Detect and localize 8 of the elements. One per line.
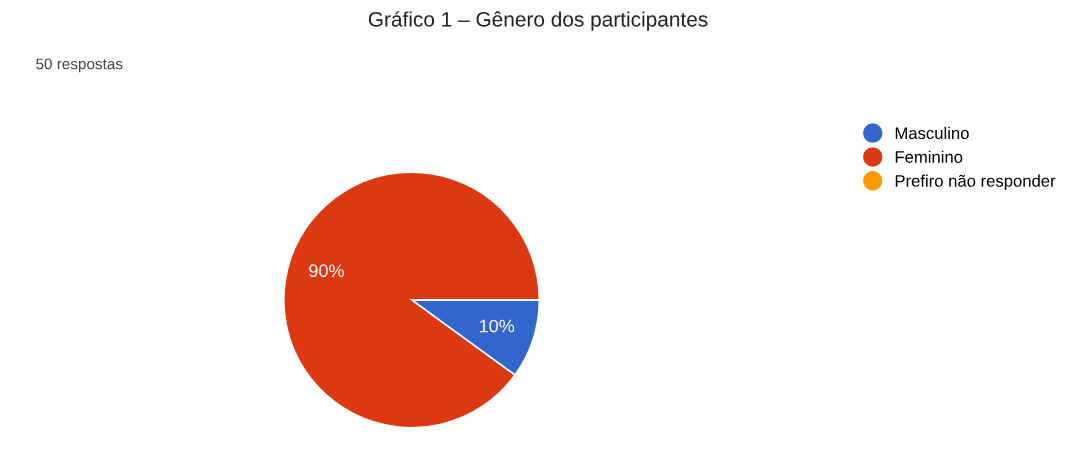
data-label: 90% [309, 264, 344, 278]
legend-label: Prefiro não responder [895, 174, 1056, 191]
data-label: 10% [479, 319, 515, 333]
chart-title: Gráfico 1 – Gênero dos participantes [368, 11, 708, 31]
text: 50 respostas [36, 58, 123, 73]
pie-slice [282, 171, 541, 429]
legend-label: Feminino [895, 150, 963, 163]
legend-label: Masculino [895, 126, 969, 140]
